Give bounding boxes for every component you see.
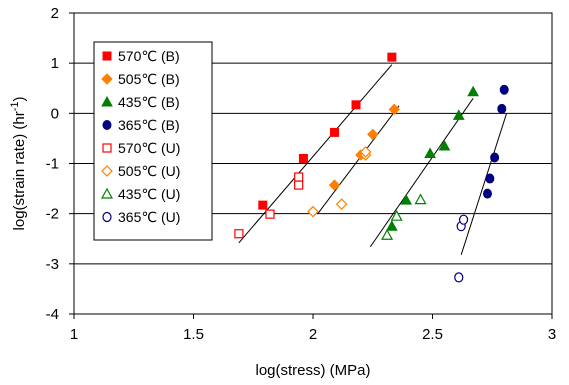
fit-line — [317, 105, 400, 214]
data-point — [298, 153, 308, 163]
y-axis-title-end: ) — [11, 97, 28, 102]
legend-box — [93, 41, 213, 241]
y-axis-title: log(strain rate) (hr-1) — [9, 97, 28, 231]
y-tick-label: 2 — [51, 5, 59, 22]
data-point — [485, 173, 495, 184]
x-axis-ticks: 1 1.5 2 2.5 3 — [70, 314, 556, 343]
data-point — [400, 194, 413, 205]
data-point — [390, 209, 403, 221]
legend-label: 435℃ (U) — [118, 186, 180, 202]
fit-line — [238, 64, 393, 244]
legend-marker — [100, 187, 114, 199]
data-point — [414, 193, 427, 205]
y-tick-label: -3 — [46, 256, 59, 273]
data-point — [265, 209, 275, 219]
legend-label: 365℃ (U) — [118, 209, 180, 225]
legend-marker — [101, 73, 113, 85]
data-point — [387, 52, 397, 62]
data-point — [490, 152, 500, 163]
data-point — [367, 128, 379, 141]
x-tick-label: 2 — [309, 326, 317, 343]
legend-marker — [102, 143, 112, 153]
legend-marker — [102, 211, 112, 223]
y-axis-title-sup: -1 — [9, 102, 21, 112]
data-point — [294, 172, 304, 182]
x-tick-label: 1.5 — [183, 326, 204, 343]
legend-label: 570℃ (U) — [118, 140, 180, 156]
fit-lines — [238, 64, 508, 255]
data-point — [294, 180, 304, 190]
data-point — [497, 103, 507, 114]
data-point — [258, 200, 268, 210]
data-point — [458, 214, 469, 225]
data-point — [307, 205, 319, 218]
legend-label: 505℃ (U) — [118, 163, 180, 179]
data-point — [467, 85, 479, 97]
legend-label: 505℃ (B) — [118, 71, 180, 87]
data-point — [452, 109, 465, 120]
data-point — [482, 188, 492, 199]
data-point — [499, 84, 509, 95]
data-point — [438, 139, 451, 151]
fit-line — [369, 97, 474, 248]
legend-marker — [102, 120, 112, 130]
legend-label: 570℃ (B) — [118, 48, 180, 64]
data-point — [335, 198, 348, 210]
data-point — [234, 229, 244, 239]
data-point — [388, 103, 400, 116]
data-point — [386, 220, 398, 231]
legend-marker — [102, 51, 112, 61]
x-tick-label: 3 — [548, 326, 556, 343]
legend-marker — [101, 95, 113, 107]
data-point — [424, 147, 436, 158]
y-tick-label: -4 — [46, 306, 59, 323]
data-point — [351, 100, 361, 110]
data-point — [381, 229, 394, 240]
data-points — [234, 52, 509, 283]
y-tick-label: 1 — [51, 55, 59, 72]
x-axis-title: log(stress) (MPa) — [255, 362, 370, 379]
legend-label: 365℃ (B) — [118, 117, 180, 133]
x-tick-label: 1 — [70, 326, 78, 343]
y-tick-label: 0 — [51, 105, 59, 122]
legend: 570℃ (B) 505℃ (B) 435℃ (B) 365℃ (B) 570℃ (U)… — [93, 41, 213, 241]
legend-label: 435℃ (B) — [118, 94, 180, 110]
y-axis-ticks: -4 -3 -2 -1 0 1 2 — [46, 5, 74, 323]
data-point — [454, 272, 464, 283]
data-point — [328, 179, 341, 191]
y-tick-label: -1 — [46, 156, 59, 173]
legend-marker — [101, 165, 113, 177]
data-point — [359, 146, 372, 158]
y-axis-title-main: log(strain rate) (hr — [11, 111, 28, 230]
x-tick-label: 2.5 — [422, 326, 443, 343]
y-tick-label: -2 — [46, 206, 59, 223]
fit-line — [460, 113, 508, 255]
data-point — [330, 127, 340, 137]
